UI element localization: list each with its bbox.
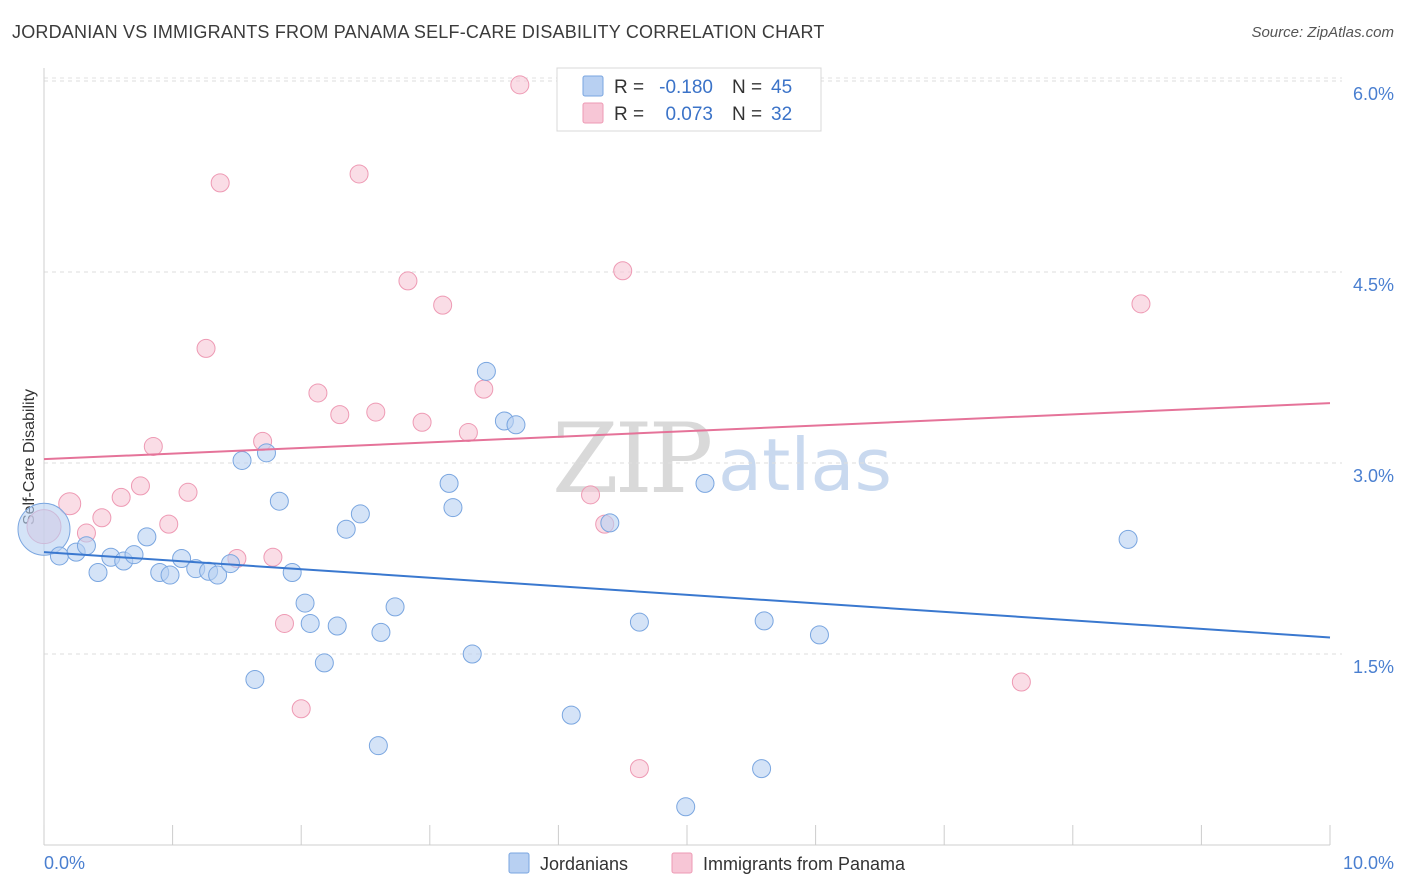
point-panama	[398, 271, 418, 291]
point-panama	[1011, 672, 1031, 692]
source-credit: Source: ZipAtlas.com	[1251, 24, 1394, 41]
point-jordanians	[76, 536, 96, 556]
point-jordanians	[629, 612, 649, 632]
point-jordanians	[752, 759, 772, 779]
bottom-legend-swatch-jordanians	[508, 852, 530, 874]
point-jordanians	[208, 565, 228, 585]
bottom-legend-swatch-panama	[671, 852, 693, 874]
point-panama	[1131, 294, 1151, 314]
point-jordanians	[371, 622, 391, 642]
point-panama	[210, 173, 230, 193]
point-panama	[474, 379, 494, 399]
point-panama	[196, 338, 216, 358]
point-panama	[510, 75, 530, 95]
watermark: ZIP atlas	[552, 403, 892, 515]
point-jordanians	[49, 546, 69, 566]
point-jordanians	[160, 565, 180, 585]
point-jordanians	[600, 513, 620, 533]
legend-n-value-1: 45	[771, 77, 792, 98]
point-panama	[111, 487, 131, 507]
point-jordanians	[754, 611, 774, 631]
legend-swatch-jordanians	[582, 75, 604, 97]
point-jordanians	[506, 415, 526, 435]
bottom-legend-label-panama: Immigrants from Panama	[703, 854, 906, 874]
point-jordanians	[385, 597, 405, 617]
bottom-legend-label-jordanians: Jordanians	[540, 854, 628, 874]
point-panama	[159, 514, 179, 534]
legend-r-value-2: 0.073	[665, 104, 713, 125]
point-panama	[58, 492, 82, 516]
y-tick-label: 1.5%	[1353, 657, 1394, 677]
point-panama	[433, 295, 453, 315]
point-panama	[130, 476, 150, 496]
x-ticks	[43, 825, 1331, 845]
point-panama	[291, 699, 311, 719]
point-jordanians	[327, 616, 347, 636]
legend-n-label-1: N =	[732, 77, 762, 98]
y-axis-title: Self-Care Disability	[21, 389, 38, 525]
point-jordanians	[462, 644, 482, 664]
point-jordanians	[350, 504, 370, 524]
legend-n-value-2: 32	[771, 104, 792, 125]
trend-line-panama	[43, 402, 1331, 461]
point-panama	[92, 508, 112, 528]
point-jordanians	[561, 705, 581, 725]
y-tick-label: 6.0%	[1353, 84, 1394, 104]
watermark-atlas: atlas	[718, 423, 892, 507]
legend-r-value-1: -0.180	[659, 77, 713, 98]
point-jordanians	[172, 549, 192, 568]
point-jordanians	[282, 563, 302, 583]
point-jordanians	[809, 625, 829, 645]
point-panama	[143, 436, 163, 456]
point-panama	[412, 412, 432, 432]
y-tick-labels: 1.5% 3.0% 4.5% 6.0%	[1353, 84, 1394, 677]
legend-swatch-panama	[582, 102, 604, 124]
point-jordanians	[88, 563, 108, 583]
point-jordanians	[256, 443, 276, 463]
y-tick-label: 4.5%	[1353, 275, 1394, 295]
point-jordanians	[245, 669, 265, 689]
point-jordanians	[137, 527, 157, 547]
point-jordanians	[1118, 529, 1138, 549]
legend-r-label-2: R =	[614, 104, 644, 125]
legend-r-label-1: R =	[614, 77, 644, 98]
trend-line-jordanians	[43, 551, 1331, 639]
x-tick-label-max: 10.0%	[1343, 853, 1394, 873]
point-panama	[308, 383, 328, 403]
series-legend: Jordanians Immigrants from Panama	[508, 852, 906, 874]
point-jordanians	[439, 473, 459, 493]
point-jordanians	[295, 593, 315, 613]
point-jordanians	[336, 519, 356, 539]
correlation-legend: R = -0.180 N = 45 R = 0.073 N = 32	[556, 67, 822, 132]
point-jordanians	[232, 450, 252, 470]
series-jordanians-points	[17, 361, 1138, 817]
point-jordanians	[269, 491, 289, 511]
point-panama	[178, 482, 198, 502]
point-jordanians	[695, 473, 715, 493]
point-panama	[613, 261, 633, 281]
point-jordanians	[368, 736, 388, 756]
point-panama	[366, 402, 386, 422]
point-panama	[629, 759, 649, 779]
trend-lines	[43, 402, 1331, 639]
point-jordanians	[314, 653, 334, 673]
point-jordanians	[124, 545, 144, 565]
point-panama	[274, 613, 294, 633]
point-jordanians	[676, 797, 696, 817]
point-panama	[458, 422, 478, 442]
point-panama	[330, 405, 350, 425]
point-panama	[349, 164, 369, 184]
watermark-zip: ZIP	[552, 403, 711, 515]
point-panama	[263, 547, 283, 567]
x-tick-label-min: 0.0%	[44, 853, 85, 873]
chart-title: JORDANIAN VS IMMIGRANTS FROM PANAMA SELF…	[12, 22, 825, 42]
point-jordanians	[443, 498, 463, 518]
point-jordanians	[476, 361, 496, 381]
point-panama	[581, 485, 601, 505]
y-tick-label: 3.0%	[1353, 466, 1394, 486]
point-jordanians	[300, 613, 320, 633]
point-jordanians	[17, 502, 71, 556]
legend-n-label-2: N =	[732, 104, 762, 125]
